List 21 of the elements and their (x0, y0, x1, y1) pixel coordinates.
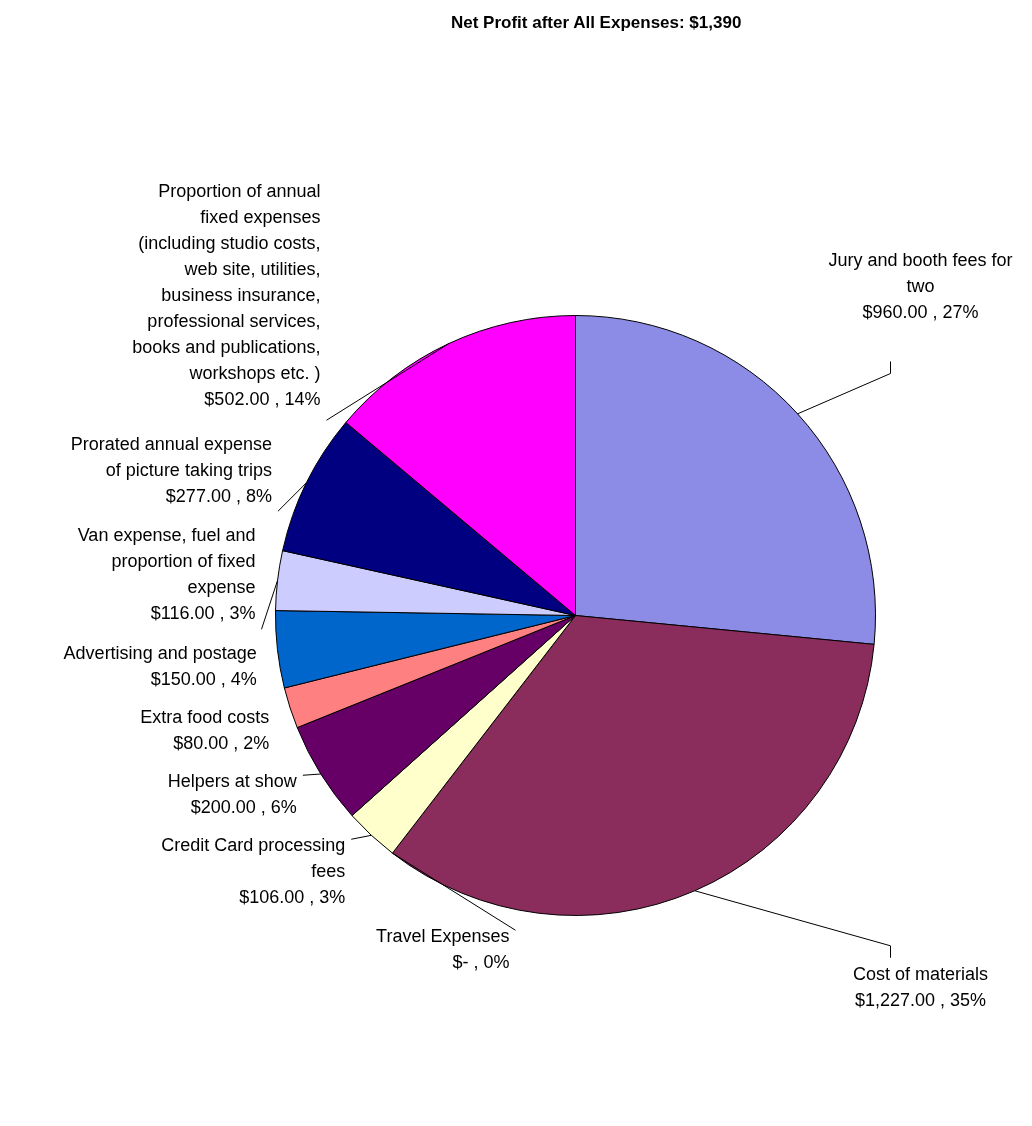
slice-label: Van expense, fuel and proportion of fixed expense (77, 525, 256, 598)
data-label: $106.00 , 3% (239, 887, 346, 908)
slice-label: Extra food costs (140, 707, 270, 728)
data-label: $1,227.00 , 35% (854, 989, 987, 1010)
slice-label: Proportion of annual fixed expenses (including studio costs, web site, utilities, business insurance, professional services, books and publications, workshops etc. ) (132, 181, 321, 384)
slice-label: Cost of materials (852, 963, 989, 984)
chart-title: Net Profit after All Expenses: $1,390 (451, 13, 742, 32)
data-label: $150.00 , 4% (150, 669, 257, 690)
data-label: $960.00 , 27% (862, 302, 979, 323)
slice-label: Helpers at show (167, 771, 298, 792)
slice-label: Prorated annual expense of picture taking trips (70, 434, 272, 481)
data-label: $277.00 , 8% (165, 486, 272, 507)
data-label: $80.00 , 2% (173, 733, 270, 754)
data-label: $116.00 , 3% (150, 603, 256, 624)
slice-label: Jury and booth fees for two (828, 250, 1013, 297)
slice-label: Credit Card processing fees (161, 835, 346, 882)
slice-label: Advertising and postage (63, 643, 257, 664)
category-label: Travel Expenses (376, 926, 510, 947)
data-label: $200.00 , 6% (190, 797, 297, 818)
data-label: $502.00 , 14% (204, 389, 321, 410)
text: $- , 0% (452, 952, 510, 973)
